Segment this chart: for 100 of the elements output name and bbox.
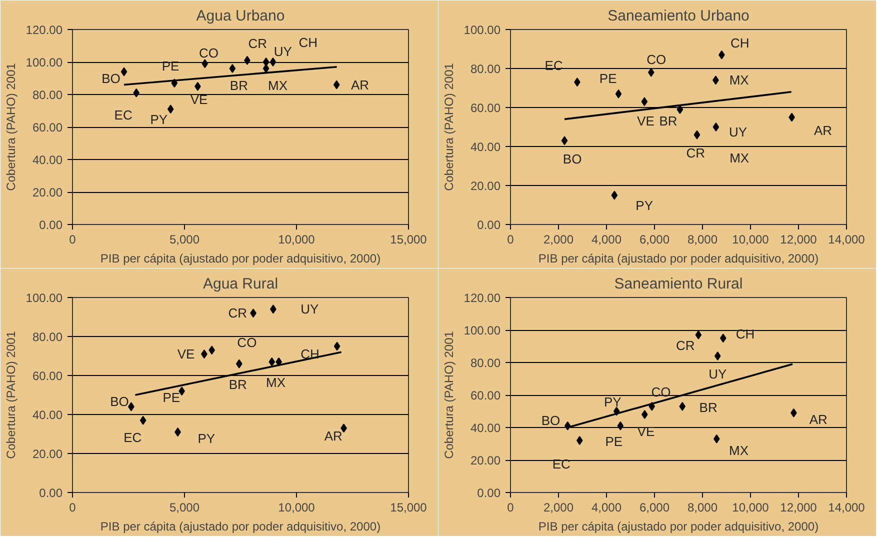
annotation: EC [114, 107, 132, 122]
annotation: AR [809, 412, 828, 427]
annotation: CO [646, 52, 666, 67]
x-tick-label: 14,000 [828, 500, 866, 514]
x-tick-label: 8,000 [687, 500, 718, 514]
x-tick-label: 0 [69, 500, 76, 514]
y-tick-label: 120.00 [464, 291, 501, 305]
y-tick-label: 20.00 [470, 454, 501, 468]
annotation: CO [199, 46, 219, 61]
annotation: CH [730, 36, 750, 51]
y-tick-label: 40.00 [32, 153, 63, 167]
annotation: VE [190, 92, 208, 107]
x-tick-label: 4,000 [591, 500, 622, 514]
y-tick-label: 100.00 [26, 56, 63, 70]
annotation: CH [298, 35, 318, 50]
annotation: BR [230, 78, 248, 93]
y-tick-label: 0.00 [39, 218, 63, 232]
y-tick-label: 100.00 [464, 23, 501, 37]
annotation: PE [162, 390, 180, 406]
x-tick-label: 10,000 [278, 500, 316, 514]
y-tick-label: 40.00 [32, 408, 63, 422]
annotation: BO [562, 151, 582, 166]
annotation: MX [729, 72, 750, 88]
annotation: VE [637, 424, 655, 439]
annotation: PY [150, 112, 168, 128]
y-tick-label: 0.00 [477, 486, 501, 500]
x-tick-label: 4,000 [591, 232, 622, 246]
x-tick-label: 14,000 [828, 232, 866, 246]
chart-title: Saneamiento Rural [614, 276, 743, 292]
annotation: CR [228, 306, 248, 321]
y-tick-label: 120.00 [26, 23, 63, 37]
annotation: PE [599, 70, 618, 86]
annotation: BR [228, 377, 247, 392]
x-axis-title: PIB per cápita (ajustado por poder adquisitivo, 2000) [100, 252, 381, 266]
chart-title: Agua Rural [202, 276, 278, 292]
annotation: EC [552, 456, 570, 472]
x-axis-title: PIB per cápita (ajustado por poder adquisitivo, 2000) [100, 520, 381, 534]
x-axis-title: PIB per cápita (ajustado por poder adquisitivo, 2000) [538, 520, 819, 534]
y-tick-label: 100.00 [464, 324, 501, 338]
annotation: AR [350, 77, 370, 92]
y-tick-label: 20.00 [470, 179, 501, 193]
annotation: BO [541, 413, 560, 428]
x-tick-label: 5,000 [169, 500, 200, 514]
chart-title: Agua Urbano [196, 8, 285, 24]
annotation: BO [102, 70, 120, 86]
annotation: UY [708, 366, 727, 382]
y-axis-title: Cobertura (PAHO) 2001 [442, 62, 456, 191]
x-tick-label: 10,000 [278, 232, 316, 246]
annotation: EC [124, 430, 142, 445]
x-tick-label: 6,000 [639, 232, 670, 246]
y-tick-label: 80.00 [470, 356, 501, 370]
annotation: BR [699, 400, 718, 416]
annotation: CR [686, 146, 706, 160]
annotation: VE [637, 114, 655, 129]
annotation: UY [274, 44, 292, 60]
y-tick-label: 60.00 [32, 369, 63, 383]
y-tick-label: 60.00 [32, 120, 63, 134]
y-tick-label: 40.00 [470, 421, 501, 435]
x-tick-label: 10,000 [732, 500, 770, 514]
annotation: CR [248, 36, 268, 51]
x-tick-label: 10,000 [732, 232, 770, 246]
y-tick-label: 20.00 [32, 186, 63, 200]
annotation: CR [676, 338, 695, 353]
x-tick-label: 6,000 [639, 500, 670, 514]
x-tick-label: 15,000 [390, 500, 428, 514]
y-tick-label: 40.00 [470, 140, 501, 154]
x-tick-label: 2,000 [543, 500, 574, 514]
x-tick-label: 12,000 [780, 232, 818, 246]
y-axis-title: Cobertura (PAHO) 2001 [442, 330, 456, 459]
x-tick-label: 15,000 [390, 232, 428, 246]
x-axis-title: PIB per cápita (ajustado por poder adquisitivo, 2000) [538, 252, 819, 266]
annotation: BO [110, 394, 129, 409]
annotation: MX [266, 375, 286, 390]
annotation: BR [659, 114, 678, 129]
y-axis-title: Cobertura (PAHO) 2001 [4, 330, 18, 459]
annotation: PY [604, 394, 622, 410]
annotation: PE [605, 434, 623, 449]
annotation: CO [237, 334, 257, 350]
y-tick-label: 0.00 [477, 218, 501, 232]
x-tick-label: 8,000 [687, 232, 718, 246]
x-tick-label: 2,000 [543, 232, 574, 246]
annotation: CH [736, 326, 755, 342]
x-tick-label: 0 [507, 232, 514, 246]
annotation: MX [268, 78, 288, 93]
x-tick-label: 0 [69, 232, 76, 246]
annotation: UY [300, 302, 319, 317]
y-tick-label: 80.00 [32, 330, 63, 344]
chart-title: Saneamiento Urbano [608, 8, 750, 24]
y-tick-label: 20.00 [32, 447, 63, 461]
annotation: PY [636, 198, 654, 214]
annotation: AR [814, 122, 832, 138]
x-tick-label: 12,000 [780, 500, 818, 514]
y-tick-label: 60.00 [470, 388, 501, 402]
annotation: VE [177, 346, 196, 362]
annotation: UY [729, 124, 748, 140]
annotation: PY [198, 431, 216, 446]
y-tick-label: 100.00 [26, 291, 63, 305]
y-axis-title: Cobertura (PAHO) 2001 [4, 62, 18, 191]
annotation: MX [729, 443, 749, 458]
y-tick-label: 80.00 [32, 88, 63, 102]
